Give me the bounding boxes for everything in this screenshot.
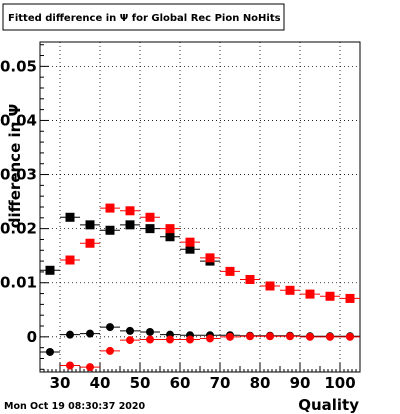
square-point (105, 225, 115, 235)
circle-point (66, 330, 74, 339)
y-tick-label: 0.01 (0, 274, 37, 292)
y-tick-label: 0.04 (0, 111, 37, 129)
circle-point (106, 346, 114, 355)
square-point (125, 206, 135, 216)
circle-point (46, 347, 54, 356)
plot-frame (39, 41, 361, 373)
circle-point (166, 335, 174, 344)
x-tick-label: 80 (250, 374, 271, 392)
square-point (145, 224, 155, 234)
square-point (85, 220, 95, 230)
grid-lines (40, 42, 360, 372)
circle-point (266, 332, 274, 341)
series-2 (60, 203, 360, 303)
circle-point (246, 332, 254, 341)
square-point (325, 291, 335, 301)
x-tick-label: 30 (50, 374, 71, 392)
square-point (145, 212, 155, 222)
x-tick-label: 50 (130, 374, 151, 392)
x-tick-label: 60 (170, 374, 191, 392)
circle-point (206, 334, 214, 343)
circle-point (126, 336, 134, 345)
square-point (185, 237, 195, 247)
x-tick-label: 100 (324, 374, 355, 392)
y-tick-label: 0.03 (0, 166, 37, 184)
axes: 30 40 50 60 70 80 90 100 0 0.01 0.02 0.03 0.04 0.05 (0, 44, 361, 392)
circle-point (86, 363, 94, 372)
circle-point (106, 323, 114, 332)
circle-point (186, 335, 194, 344)
chart-title: Fitted difference in Ψ for Global Rec Pi… (8, 13, 281, 24)
series-4 (60, 332, 360, 372)
circle-point (86, 329, 94, 338)
square-point (45, 265, 55, 275)
x-tick-label: 40 (90, 374, 111, 392)
circle-point (346, 332, 354, 341)
square-point (85, 238, 95, 248)
circle-point (226, 332, 234, 341)
square-point (225, 266, 235, 276)
y-tick-label: 0.05 (0, 57, 37, 75)
title-box (2, 3, 285, 31)
x-axis-title: Quality (298, 396, 359, 414)
series-1 (40, 212, 220, 275)
x-tick-label: 90 (290, 374, 311, 392)
circle-point (66, 361, 74, 370)
y-tick-label: 0.02 (0, 220, 37, 238)
circle-point (286, 332, 294, 341)
circle-point (306, 332, 314, 341)
square-point (285, 285, 295, 295)
y-axis-title: difference in Ψ (6, 104, 24, 229)
square-point (345, 293, 355, 303)
square-point (185, 244, 195, 254)
x-tick-label: 70 (210, 374, 231, 392)
square-point (305, 289, 315, 299)
square-point (125, 220, 135, 230)
square-point (65, 212, 75, 222)
square-point (65, 255, 75, 265)
circle-point (146, 335, 154, 344)
square-point (205, 253, 215, 263)
circle-point (126, 326, 134, 335)
square-point (265, 281, 275, 291)
square-point (165, 224, 175, 234)
square-point (165, 232, 175, 242)
square-point (245, 274, 255, 284)
square-point (105, 203, 115, 213)
y-tick-label: 0 (27, 328, 37, 346)
timestamp-label: Mon Oct 19 08:30:37 2020 (4, 401, 146, 412)
circle-point (326, 332, 334, 341)
circle-point (146, 327, 154, 336)
data-marks (40, 203, 360, 372)
